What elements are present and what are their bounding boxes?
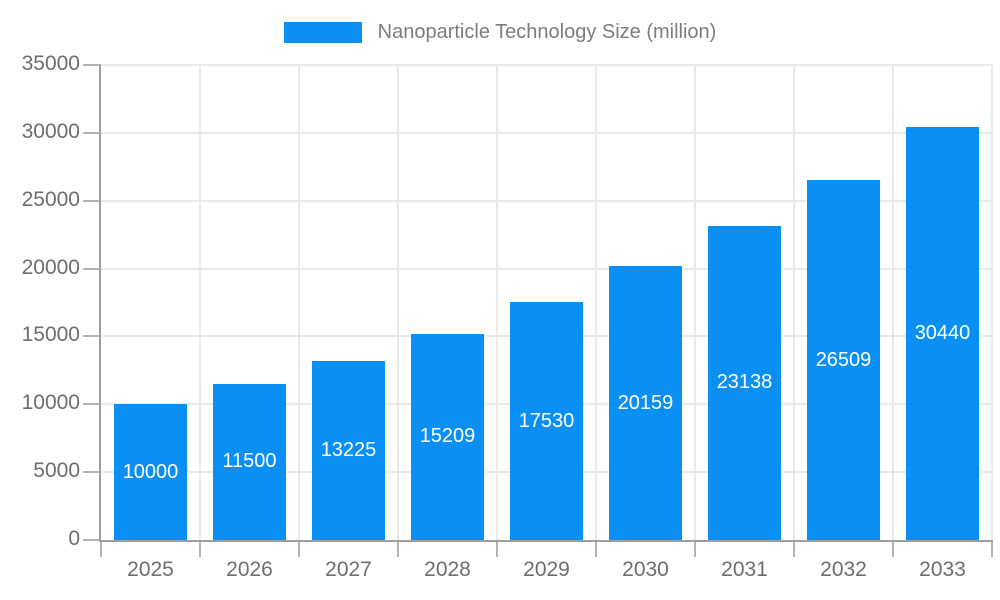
x-axis-label: 2029	[523, 558, 570, 581]
bar-2030[interactable]: 20159	[609, 266, 682, 540]
y-axis-label: 15000	[21, 323, 80, 347]
legend-label: Nanoparticle Technology Size (million)	[377, 20, 717, 43]
x-axis-tick	[496, 540, 498, 557]
gridline-vertical	[199, 65, 201, 540]
y-axis-tick	[83, 64, 101, 66]
y-axis-line	[99, 65, 101, 542]
x-axis-tick	[991, 540, 993, 557]
x-axis-tick	[892, 540, 894, 557]
gridline-vertical	[991, 65, 993, 540]
gridline-horizontal	[101, 199, 992, 202]
x-axis-tick	[100, 540, 102, 557]
gridline-vertical	[496, 65, 498, 540]
y-axis-tick	[83, 539, 101, 541]
x-axis-tick	[595, 540, 597, 557]
bar-2026[interactable]: 11500	[213, 383, 286, 540]
x-axis-label: 2025	[127, 558, 174, 581]
bar-value-label: 11500	[222, 450, 277, 473]
x-axis-tick	[694, 540, 696, 557]
bar-2025[interactable]: 10000	[114, 404, 187, 540]
gridline-horizontal	[101, 267, 992, 270]
gridline-vertical	[397, 65, 399, 540]
y-axis-tick	[83, 199, 101, 202]
x-axis-tick	[298, 540, 300, 557]
gridline-vertical	[892, 65, 894, 540]
x-axis-label: 2027	[325, 558, 372, 581]
x-axis-tick	[199, 540, 201, 557]
y-axis-tick	[83, 471, 101, 474]
bar-2032[interactable]: 26509	[807, 180, 880, 540]
bar-value-label: 13225	[320, 438, 377, 461]
bar-2027[interactable]: 13225	[312, 360, 385, 540]
bar-value-label: 10000	[122, 460, 179, 483]
y-axis-label: 25000	[21, 187, 80, 211]
x-axis-label: 2031	[721, 558, 768, 581]
gridline-horizontal	[101, 64, 992, 66]
gridline-vertical	[793, 65, 795, 540]
gridline-vertical	[694, 65, 696, 540]
gridline-horizontal	[101, 131, 992, 134]
x-axis-tick	[397, 540, 399, 557]
bar-value-label: 30440	[914, 321, 971, 344]
bar-2028[interactable]: 15209	[411, 333, 484, 540]
gridline-vertical	[298, 65, 300, 540]
legend[interactable]: Nanoparticle Technology Size (million)	[0, 18, 1000, 46]
x-axis-label: 2033	[919, 558, 966, 581]
y-axis-label: 20000	[21, 255, 80, 279]
y-axis-tick	[83, 131, 101, 134]
y-axis-tick	[83, 403, 101, 406]
y-axis-tick	[83, 335, 101, 338]
y-axis-label: 30000	[21, 119, 80, 143]
x-axis-tick	[793, 540, 795, 557]
x-axis-label: 2030	[622, 558, 669, 581]
x-axis-label: 2026	[226, 558, 273, 581]
bar-value-label: 17530	[518, 409, 575, 432]
bar-2033[interactable]: 30440	[906, 126, 979, 540]
y-axis-label: 5000	[33, 459, 80, 483]
bar-value-label: 23138	[716, 371, 773, 394]
y-axis-tick	[83, 267, 101, 270]
x-axis-label: 2032	[820, 558, 867, 581]
x-axis-label: 2028	[424, 558, 471, 581]
bar-2029[interactable]: 17530	[510, 302, 583, 540]
bar-value-label: 15209	[419, 425, 476, 448]
bar-2031[interactable]: 23138	[708, 225, 781, 540]
bar-value-label: 20159	[617, 391, 674, 414]
bar-value-label: 26509	[815, 348, 872, 371]
gridline-vertical	[595, 65, 597, 540]
y-axis-label: 35000	[21, 52, 80, 75]
y-axis-label: 0	[68, 527, 80, 550]
y-axis-label: 10000	[21, 391, 80, 415]
x-axis-line	[99, 540, 993, 542]
legend-swatch	[283, 21, 362, 43]
